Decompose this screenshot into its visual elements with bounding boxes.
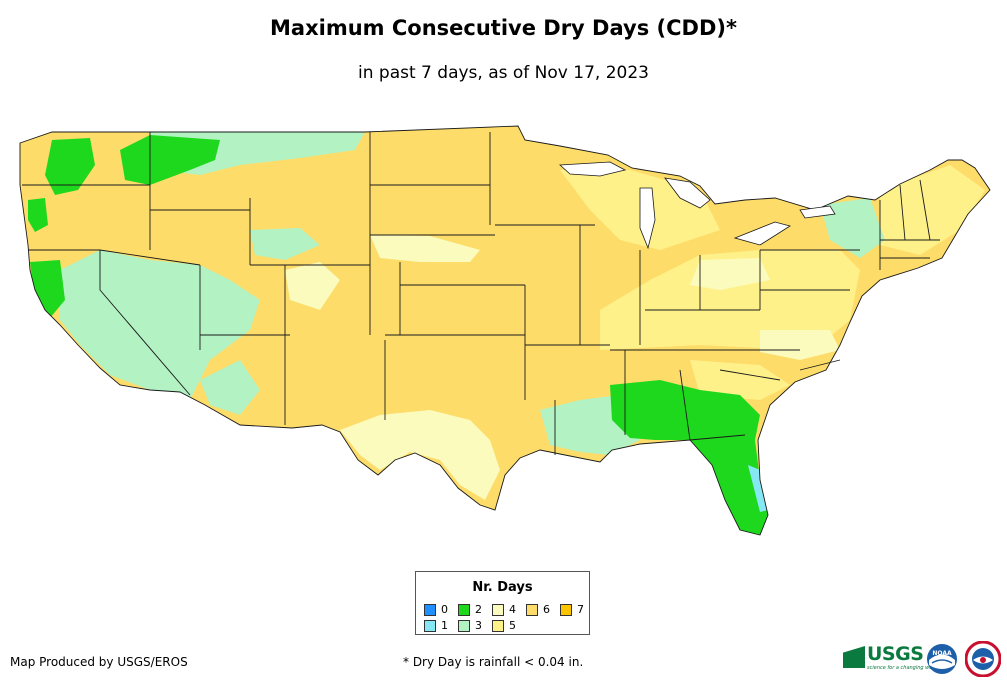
legend: Nr. Days 0 1 2 3 4 5 6 7 [415,571,590,635]
legend-swatch-6 [526,603,538,616]
legend-item-0: 0 [424,603,448,616]
legend-label-1: 1 [441,619,448,632]
legend-item-1: 1 [424,619,448,632]
nws-logo [965,641,1001,677]
map-subtitle: in past 7 days, as of Nov 17, 2023 [358,63,649,83]
legend-swatch-1 [424,619,436,632]
zone-4-days-plains [370,235,480,262]
zone-3-days-new-york [820,198,885,258]
legend-swatch-0 [424,603,436,616]
zone-3-days-great-basin [60,250,260,400]
dry-day-footnote: * Dry Day is rainfall < 0.04 in. [403,655,584,669]
usgs-wordmark: USGS [867,643,924,665]
legend-swatch-5 [492,619,504,632]
legend-label-0: 0 [441,603,448,616]
noaa-text: NOAA [932,650,952,657]
zone-2-days-oregon-coast [28,198,48,232]
legend-label-2: 2 [475,603,482,616]
zone-5-days-se [690,360,790,400]
legend-label-3: 3 [475,619,482,632]
us-dry-days-map [19,125,991,536]
usgs-wave-icon [843,646,865,668]
usgs-logo: USGS science for a changing world [843,643,939,671]
legend-swatch-4 [492,603,504,616]
legend-item-4: 4 [492,603,516,616]
zone-4-days-ohio [690,258,770,290]
legend-item-3: 3 [458,619,482,632]
zone-3-days-wyoming [250,228,320,260]
zone-2-days-southeast [610,380,768,535]
legend-item-5: 5 [492,619,516,632]
legend-label-7: 7 [577,603,584,616]
noaa-logo: NOAA [927,644,957,674]
zone-1-day-florida-coast [748,465,768,512]
map-credit: Map Produced by USGS/EROS [10,655,188,669]
legend-swatch-3 [458,619,470,632]
legend-label-6: 6 [543,603,550,616]
state-borders [19,125,991,536]
legend-swatch-2 [458,603,470,616]
legend-item-6: 6 [526,603,550,616]
zone-5-days-east [600,250,860,350]
legend-item-2: 2 [458,603,482,616]
legend-swatch-7 [560,603,572,616]
zone-4-days-carolinas [760,330,840,360]
legend-title: Nr. Days [472,580,533,595]
zone-2-days-idaho [120,135,220,185]
zone-2-days-washington [45,138,95,195]
zone-5-days-ne [880,165,985,255]
zone-4-days-texas [340,410,500,500]
usgs-tagline: science for a changing world [867,665,939,671]
zone-4-days-colorado [285,262,340,310]
great-lakes [559,161,836,250]
legend-item-7: 7 [560,603,584,616]
legend-label-4: 4 [509,603,516,616]
zone-3-days-southwest [200,360,260,415]
map-title: Maximum Consecutive Dry Days (CDD)* [270,16,737,40]
legend-label-5: 5 [509,619,516,632]
